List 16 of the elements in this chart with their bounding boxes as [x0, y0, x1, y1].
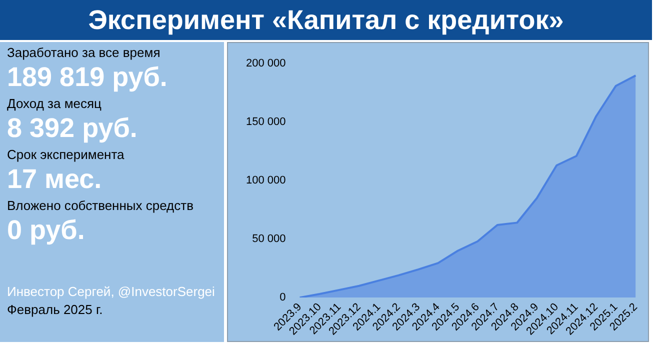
y-tick-label: 0	[280, 292, 286, 304]
text: Срок эксперимента	[7, 147, 126, 162]
text: 8 392 руб.	[7, 113, 138, 144]
text: Инвестор Сергей, @InvestorSergei	[7, 284, 216, 299]
text: 0 руб.	[7, 215, 86, 246]
text: 189 819 руб.	[7, 62, 168, 93]
y-tick-label: 100 000	[246, 174, 286, 187]
y-tick-label: 200 000	[246, 58, 286, 70]
text: Доход за месяц	[7, 96, 102, 111]
text: 17 мес.	[7, 164, 103, 195]
chart-title: Эксперимент «Капитал с кредиток»	[0, 0, 652, 40]
text: Вложено собственных средств	[7, 198, 194, 213]
text: Февраль 2025 г.	[7, 302, 104, 317]
text: Заработано за все время	[7, 45, 162, 60]
y-tick-label: 150 000	[246, 116, 286, 128]
y-tick-label: 50 000	[252, 233, 286, 246]
